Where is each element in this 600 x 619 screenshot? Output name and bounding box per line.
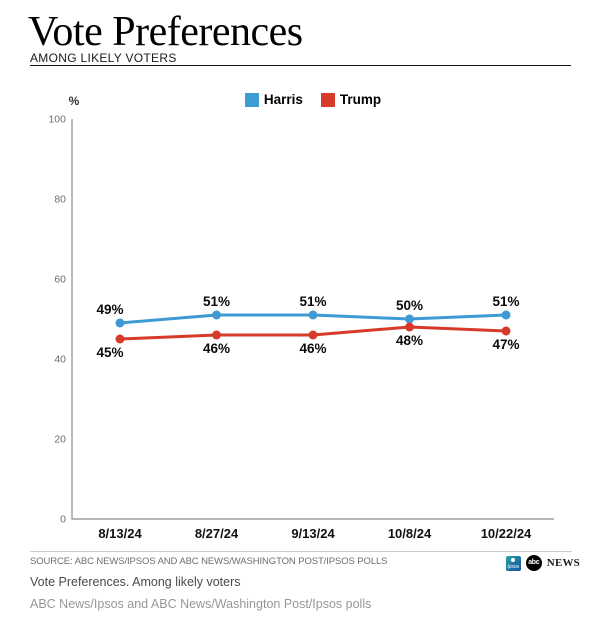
- data-point-harris: [405, 314, 414, 324]
- data-point-trump: [501, 326, 511, 336]
- data-point-label: 46%: [203, 341, 230, 356]
- data-point-label: 51%: [203, 294, 230, 309]
- footer-divider: [30, 551, 572, 552]
- y-tick-label: 0: [60, 514, 66, 526]
- x-tick-label: 10/22/24: [481, 526, 532, 541]
- y-tick-label: 80: [54, 194, 66, 206]
- header-divider: [30, 65, 571, 66]
- vote-preferences-chart: 0 20 40 60 80 100% 8/13/24 8/27/24 9/13/24 10/8/2…: [0, 80, 600, 550]
- legend-swatch-icon: [320, 92, 335, 107]
- data-point-trump: [308, 330, 318, 340]
- data-point-label: 46%: [299, 341, 326, 356]
- data-point-trump: [115, 334, 125, 344]
- data-point-harris: [308, 310, 318, 320]
- data-point-label: 49%: [96, 302, 123, 317]
- x-tick-label: 8/27/24: [195, 526, 239, 541]
- data-point-trump: [405, 322, 414, 332]
- abc-news-logo-icon: abc: [525, 555, 542, 571]
- x-tick-label: 9/13/24: [291, 526, 335, 541]
- page-title: Vote Preferences: [28, 9, 303, 55]
- x-tick-label: 10/8/24: [388, 526, 432, 541]
- chart-axes: [71, 119, 554, 520]
- legend-item-trump: Trump: [320, 92, 382, 107]
- abc-news-wordmark: NEWS: [546, 557, 580, 569]
- y-tick-label: 60: [54, 274, 66, 286]
- data-point-label: 51%: [299, 294, 326, 309]
- abc-logo-label: abc: [528, 559, 540, 566]
- legend-label: Trump: [339, 92, 382, 107]
- chart-caption: Vote Preferences. Among likely voters: [30, 575, 241, 589]
- page-subtitle: AMONG LIKELY VOTERS: [30, 51, 177, 65]
- ipsos-dot-icon: [511, 557, 516, 562]
- legend-label: Harris: [263, 92, 303, 107]
- y-tick-label: 40: [54, 354, 66, 366]
- data-point-harris: [115, 318, 125, 328]
- x-tick-label: 8/13/24: [98, 526, 142, 541]
- chart-legend: Harris Trump: [72, 92, 554, 107]
- y-tick-label: 20: [54, 434, 66, 446]
- ipsos-logo-label: Ipsos: [507, 563, 520, 570]
- ipsos-logo-icon: Ipsos: [505, 555, 521, 571]
- logo-row: Ipsos abc NEWS: [505, 555, 580, 571]
- data-point-label: 48%: [396, 333, 423, 348]
- chart-canvas: 0 20 40 60 80 100% 8/13/24 8/27/24 9/13/24 10/8/2…: [48, 94, 554, 541]
- data-point-trump: [212, 330, 221, 340]
- data-point-harris: [212, 310, 221, 320]
- legend-swatch-icon: [244, 92, 259, 107]
- data-point-label: 47%: [492, 337, 519, 352]
- y-axis-unit-label: %: [69, 94, 80, 108]
- data-point-label: 45%: [96, 345, 123, 360]
- y-tick-label: 100: [48, 114, 66, 126]
- legend-item-harris: Harris: [244, 92, 303, 107]
- chart-subcaption: ABC News/Ipsos and ABC News/Washington P…: [30, 597, 372, 611]
- data-point-label: 50%: [396, 298, 423, 313]
- data-point-harris: [501, 310, 511, 320]
- data-point-label: 51%: [492, 294, 519, 309]
- source-note: SOURCE: ABC NEWS/IPSOS AND ABC NEWS/WASH…: [30, 556, 388, 567]
